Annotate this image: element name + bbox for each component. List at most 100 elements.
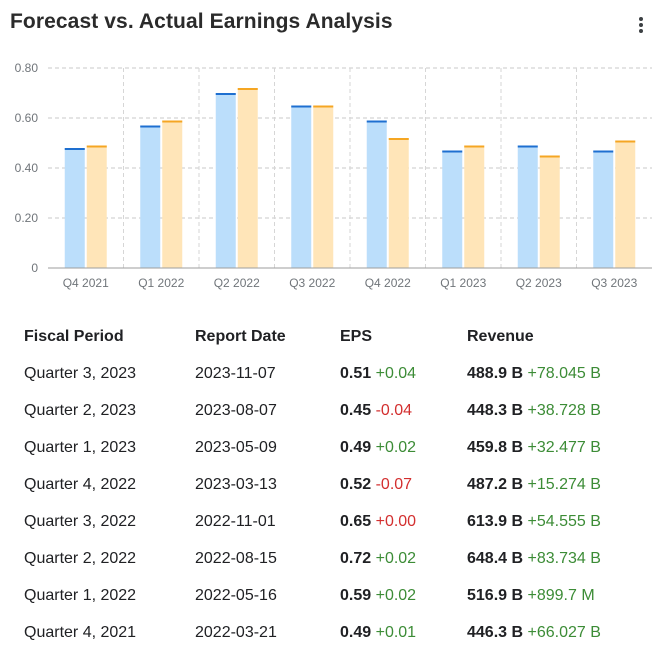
bar[interactable] xyxy=(291,105,312,269)
bar[interactable] xyxy=(162,120,183,269)
revenue-cell: 487.2 B +15.274 B xyxy=(457,466,657,503)
revenue-cell: 648.4 B +83.734 B xyxy=(457,540,657,577)
report-date-cell: 2023-03-13 xyxy=(195,475,277,493)
table-row: Quarter 4, 2022 2023-03-13 0.52 -0.07 487.2… xyxy=(14,466,657,503)
earnings-bar-chart: 0.80 0.60 0.40 0.20 0 Q4 2021 Q1 2022 Q2 2022 Q3… xyxy=(15,61,652,290)
bar-cap xyxy=(593,150,614,153)
report-date-cell: 2022-11-01 xyxy=(195,512,276,530)
revenue-value: 488.9 B xyxy=(467,364,524,382)
eps-cell: 0.49 +0.02 xyxy=(330,429,457,466)
bar[interactable] xyxy=(313,105,334,269)
bar[interactable] xyxy=(517,145,538,269)
eps-diff: -0.04 xyxy=(375,401,413,419)
y-tick-label: 0.60 xyxy=(15,111,39,125)
bar-cap xyxy=(162,120,183,123)
bar[interactable] xyxy=(464,145,485,269)
x-tick-label: Q2 2023 xyxy=(516,276,562,290)
revenue-value: 613.9 B xyxy=(467,512,524,530)
table-header-row: Fiscal Period Report Date EPS Revenue xyxy=(14,318,657,355)
eps-cell: 0.49 +0.01 xyxy=(330,614,457,651)
bar-cap xyxy=(464,145,485,148)
revenue-cell: 613.9 B +54.555 B xyxy=(457,503,657,540)
earnings-table: Fiscal Period Report Date EPS Revenue Qu… xyxy=(14,318,657,651)
bar[interactable] xyxy=(237,88,258,268)
revenue-diff: +15.274 B xyxy=(527,475,601,493)
bar[interactable] xyxy=(366,120,387,269)
bar-cap xyxy=(313,105,334,108)
bar[interactable] xyxy=(215,93,236,268)
table-row: Quarter 3, 2023 2023-11-07 0.51 +0.04 488.9… xyxy=(14,355,657,392)
revenue-value: 648.4 B xyxy=(467,549,524,567)
bar-cap xyxy=(237,88,258,90)
fiscal-period-cell: Quarter 1, 2023 xyxy=(24,438,137,456)
eps-value: 0.72 xyxy=(340,549,372,567)
bar[interactable] xyxy=(615,140,636,269)
fiscal-period-cell: Quarter 1, 2022 xyxy=(24,586,137,604)
bar[interactable] xyxy=(140,125,161,269)
eps-value: 0.51 xyxy=(340,364,372,382)
eps-diff: +0.04 xyxy=(375,364,417,382)
bar[interactable] xyxy=(442,150,463,269)
eps-diff: +0.02 xyxy=(375,549,417,567)
eps-cell: 0.59 +0.02 xyxy=(330,577,457,614)
bar-cap xyxy=(215,93,236,95)
report-date-cell: 2023-11-07 xyxy=(195,364,276,382)
revenue-value: 448.3 B xyxy=(467,401,524,419)
bar-cap xyxy=(388,138,409,140)
eps-cell: 0.65 +0.00 xyxy=(330,503,457,540)
eps-value: 0.59 xyxy=(340,586,372,604)
bar-cap xyxy=(366,120,387,123)
fiscal-period-cell: Quarter 4, 2021 xyxy=(24,623,137,641)
eps-cell: 0.51 +0.04 xyxy=(330,355,457,392)
bar[interactable] xyxy=(86,145,107,269)
y-tick-label: 0.40 xyxy=(15,161,39,175)
bar-cap xyxy=(140,125,161,128)
bar-cap xyxy=(86,145,107,148)
eps-diff: +0.00 xyxy=(375,512,417,530)
x-tick-label: Q3 2023 xyxy=(591,276,637,290)
eps-diff: +0.02 xyxy=(375,586,417,604)
bar[interactable] xyxy=(593,150,614,269)
bar-cap xyxy=(442,150,463,153)
revenue-value: 446.3 B xyxy=(467,623,524,641)
revenue-diff: +32.477 B xyxy=(527,438,601,456)
report-date-cell: 2023-05-09 xyxy=(195,438,277,456)
revenue-diff: +899.7 M xyxy=(527,586,595,604)
table-row: Quarter 1, 2023 2023-05-09 0.49 +0.02 459.8… xyxy=(14,429,657,466)
bar-cap xyxy=(517,145,538,148)
revenue-value: 487.2 B xyxy=(467,475,524,493)
x-tick-label: Q1 2022 xyxy=(138,276,184,290)
revenue-diff: +38.728 B xyxy=(527,401,601,419)
fiscal-period-cell: Quarter 2, 2023 xyxy=(24,401,137,419)
revenue-diff: +54.555 B xyxy=(527,512,601,530)
report-date-cell: 2022-03-21 xyxy=(195,623,277,641)
bar-cap xyxy=(64,148,85,150)
fiscal-period-cell: Quarter 3, 2023 xyxy=(24,364,137,382)
revenue-diff: +83.734 B xyxy=(527,549,601,567)
bar[interactable] xyxy=(64,148,85,268)
more-vert-icon[interactable] xyxy=(628,12,654,38)
eps-cell: 0.52 -0.07 xyxy=(330,466,457,503)
bar[interactable] xyxy=(539,155,560,269)
x-tick-label: Q3 2022 xyxy=(289,276,335,290)
revenue-cell: 488.9 B +78.045 B xyxy=(457,355,657,392)
bar-cap xyxy=(291,105,312,108)
eps-diff: +0.02 xyxy=(375,438,417,456)
revenue-cell: 459.8 B +32.477 B xyxy=(457,429,657,466)
eps-cell: 0.45 -0.04 xyxy=(330,392,457,429)
bar[interactable] xyxy=(388,138,409,268)
bar-cap xyxy=(615,140,636,143)
revenue-diff: +66.027 B xyxy=(527,623,601,641)
report-date-cell: 2022-08-15 xyxy=(195,549,277,567)
fiscal-period-cell: Quarter 2, 2022 xyxy=(24,549,137,567)
eps-value: 0.52 xyxy=(340,475,372,493)
y-tick-label: 0 xyxy=(31,261,38,275)
x-tick-label: Q4 2021 xyxy=(63,276,109,290)
table-row: Quarter 2, 2022 2022-08-15 0.72 +0.02 648.4… xyxy=(14,540,657,577)
x-tick-label: Q2 2022 xyxy=(214,276,260,290)
x-tick-label: Q1 2023 xyxy=(440,276,486,290)
y-tick-label: 0.20 xyxy=(15,211,39,225)
header-fiscal-period: Fiscal Period xyxy=(24,327,124,345)
header-eps: EPS xyxy=(340,327,373,345)
